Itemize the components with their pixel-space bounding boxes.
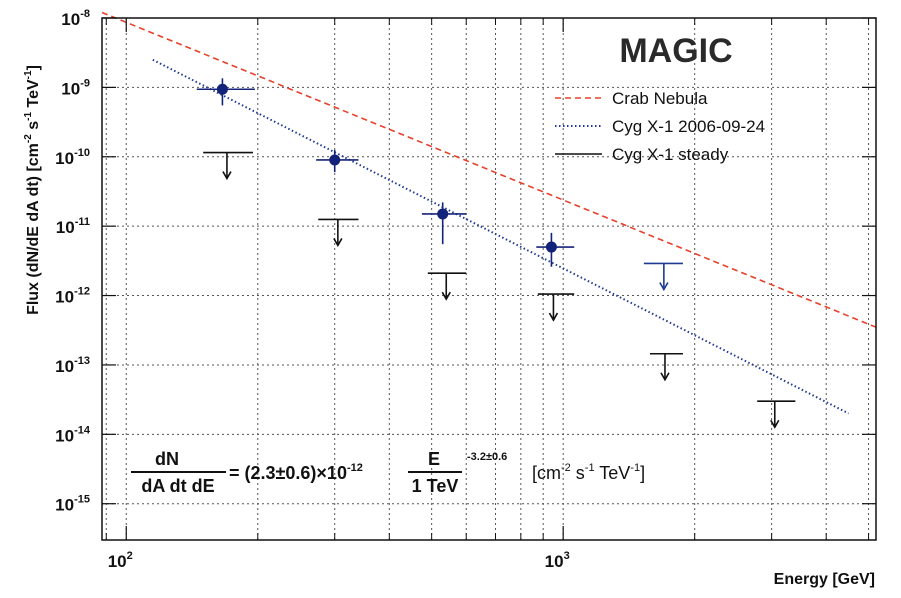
y-tick-label-exp: -9	[80, 77, 90, 89]
y-tick-label: 10-15	[55, 494, 90, 515]
legend-item: Crab Nebula	[555, 89, 708, 108]
series-cyg-x-1-steady	[203, 151, 796, 429]
grid	[102, 17, 876, 540]
legend: Crab Nebula Cyg X-1 2006-09-24 Cyg X-1 ste…	[555, 89, 765, 164]
y-tick-label: 10-9	[61, 77, 90, 98]
y-tick-label-exp: -11	[75, 216, 90, 228]
y-tick-label-exp: -10	[74, 147, 90, 159]
upper-limit-arrow-head	[548, 312, 559, 322]
y-tick-label-base: 10	[61, 10, 80, 29]
upper-limit-arrow-head	[441, 291, 451, 301]
x-axis-title: Energy [GeV]	[774, 571, 875, 588]
formula-prefix: = (2.3±0.6)×10-12	[229, 462, 363, 483]
upper-limit-arrow-head	[333, 238, 343, 248]
y-tick-label: 10-10	[55, 147, 90, 168]
legend-item: Cyg X-1 2006-09-24	[555, 117, 765, 136]
y-tick-label-base: 10	[55, 496, 74, 515]
data-point	[545, 241, 557, 253]
x-tick-label-base: 10	[545, 552, 564, 571]
y-tick-label-base: 10	[61, 79, 80, 98]
fit-formula: dN dA dt dE = (2.3±0.6)×10-12 E 1 TeV -3…	[131, 449, 645, 496]
y-tick-label: 10-14	[55, 424, 91, 445]
formula-units: [cm-2 s-1 TeV-1]	[532, 462, 645, 483]
y-tick-label-base: 10	[55, 426, 74, 445]
formula-e: E	[428, 449, 440, 469]
formula-denominator: dA dt dE	[141, 476, 214, 496]
series-cyg-x-1-2006-09-24-points	[196, 78, 575, 267]
x-tick-label-exp: 3	[564, 550, 570, 562]
y-tick-label: 10-11	[56, 216, 90, 237]
x-tick-label-exp: 2	[127, 550, 133, 562]
y-tick-label: 10-8	[61, 8, 90, 29]
y-tick-label: 10-12	[55, 286, 90, 307]
formula-tev: 1 TeV	[412, 476, 459, 496]
data-point	[437, 208, 449, 220]
legend-label: Cyg X-1 steady	[612, 145, 729, 164]
y-tick-label-base: 10	[55, 149, 74, 168]
upper-limit-arrow-head	[222, 171, 232, 181]
x-tick-label-base: 10	[108, 552, 127, 571]
formula-numerator: dN	[155, 449, 179, 469]
legend-label: Crab Nebula	[612, 89, 708, 108]
data-point	[329, 154, 341, 166]
series-layer	[101, 11, 877, 429]
tick-labels: 102 10310-810-910-1010-1110-1210-1310-141…	[55, 8, 570, 571]
y-tick-label-exp: -15	[74, 494, 90, 506]
y-axis-title-main: Flux (dN/dE dA dt) [cm	[25, 143, 42, 315]
y-tick-label: 10-13	[55, 355, 90, 376]
y-tick-label-base: 10	[56, 218, 75, 237]
y-tick-label-exp: -8	[80, 8, 90, 20]
y-tick-label-base: 10	[55, 357, 74, 376]
magic-logo: MAGIC	[619, 32, 732, 70]
formula-prefix-text: = (2.3±0.6)×10	[229, 463, 347, 483]
legend-item: Cyg X-1 steady	[555, 145, 729, 164]
y-tick-label-exp: -13	[74, 355, 90, 367]
upper-limit-arrow-head	[659, 282, 669, 292]
formula-index: -3.2±0.6	[467, 451, 507, 463]
series-cyg-x-1-2006-09-24-upper-limits	[643, 262, 683, 292]
plot-frame	[101, 17, 877, 541]
upper-limit-arrow-head	[660, 372, 670, 382]
y-axis-title-exp1: -2	[23, 134, 34, 143]
axis-ticks	[102, 17, 876, 540]
y-tick-label-exp: -14	[74, 424, 91, 436]
y-axis-title: Flux (dN/dE dA dt) [cm-2 s-1 TeV-1]	[23, 65, 42, 315]
data-point	[216, 83, 228, 95]
upper-limit-arrow-head	[770, 419, 780, 429]
x-tick-label: 103	[545, 550, 570, 571]
legend-label: Cyg X-1 2006-09-24	[612, 117, 765, 136]
y-tick-label-exp: -12	[74, 286, 90, 298]
formula-prefix-exp: -12	[347, 462, 363, 474]
x-tick-label: 102	[108, 550, 133, 571]
y-tick-label-base: 10	[55, 288, 74, 307]
